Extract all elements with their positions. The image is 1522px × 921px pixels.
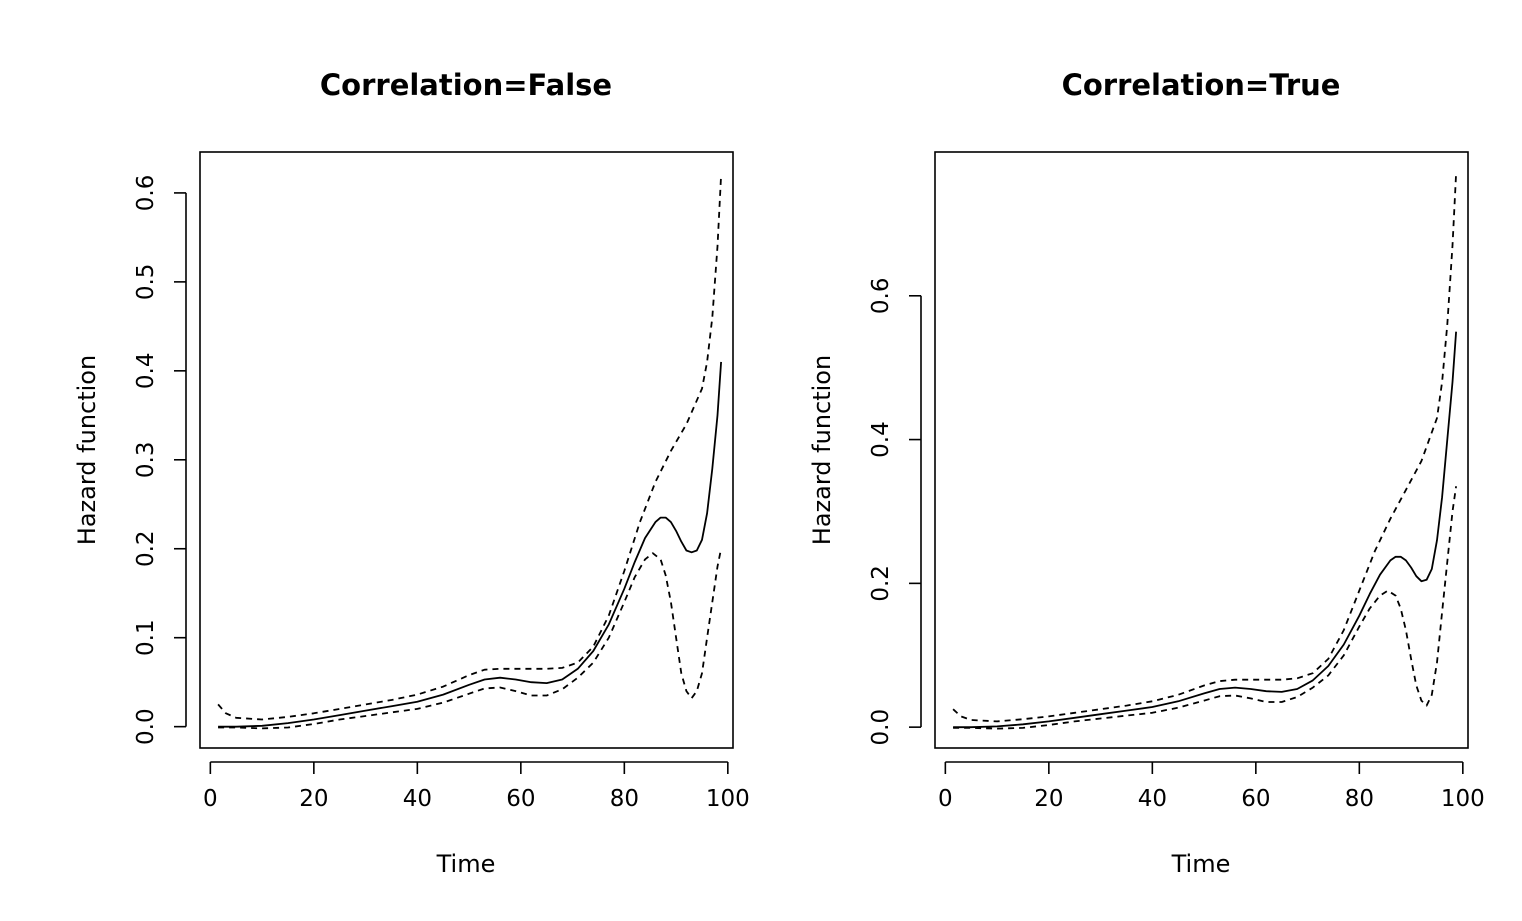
x-tick-label: 20 — [1034, 786, 1063, 812]
y-tick-label: 0.1 — [133, 619, 159, 656]
x-tick-label: 60 — [506, 786, 535, 812]
x-tick-label: 60 — [1241, 786, 1270, 812]
chart-title: Correlation=True — [1062, 68, 1341, 102]
chart-title: Correlation=False — [320, 68, 612, 102]
plot-frame — [199, 151, 734, 749]
hazard-estimate-line — [953, 331, 1457, 729]
y-axis-label: Hazard function — [73, 355, 101, 545]
x-tick-label: 40 — [403, 786, 432, 812]
y-tick-label: 0.6 — [133, 175, 159, 212]
x-tick-label: 100 — [1441, 786, 1485, 812]
y-tick-label: 0.4 — [868, 421, 894, 458]
plot-frame — [934, 151, 1469, 749]
y-tick-label: 0.0 — [133, 708, 159, 745]
upper-confidence-band-line — [217, 175, 722, 721]
panel-correlation-false: Correlation=False 0 20 40 60 80 100 0.0 0.1 0.2 0.… — [73, 68, 750, 878]
y-tick-label: 0.6 — [868, 277, 894, 314]
x-tick-label: 20 — [299, 786, 328, 812]
x-tick-label: 80 — [1345, 786, 1374, 812]
x-tick-label: 80 — [610, 786, 639, 812]
y-tick-label: 0.3 — [133, 441, 159, 478]
y-tick-label: 0.4 — [133, 353, 159, 390]
x-axis-label: Time — [436, 850, 496, 878]
hazard-estimate-line — [218, 361, 722, 728]
x-axis-label: Time — [1171, 850, 1231, 878]
lower-confidence-band-line — [218, 548, 722, 730]
lower-confidence-band-line — [953, 486, 1457, 730]
y-axis-label: Hazard function — [808, 355, 836, 545]
y-tick-label: 0.2 — [133, 530, 159, 567]
x-tick-label: 0 — [203, 786, 218, 812]
y-tick-label: 0.0 — [868, 709, 894, 746]
x-tick-label: 0 — [938, 786, 953, 812]
x-tick-label: 40 — [1138, 786, 1167, 812]
upper-confidence-band-line — [952, 173, 1457, 723]
panel-correlation-true: Correlation=True 0 20 40 60 80 100 0.0 0.2 0.4 0.6… — [808, 68, 1485, 878]
y-tick-label: 0.5 — [133, 264, 159, 301]
x-tick-label: 100 — [706, 786, 750, 812]
y-tick-label: 0.2 — [868, 565, 894, 602]
